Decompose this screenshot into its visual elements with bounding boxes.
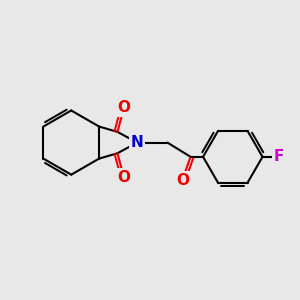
Text: O: O (176, 172, 189, 188)
Text: N: N (131, 135, 143, 150)
Text: O: O (118, 100, 130, 115)
Text: O: O (118, 170, 130, 185)
Text: F: F (273, 149, 284, 164)
